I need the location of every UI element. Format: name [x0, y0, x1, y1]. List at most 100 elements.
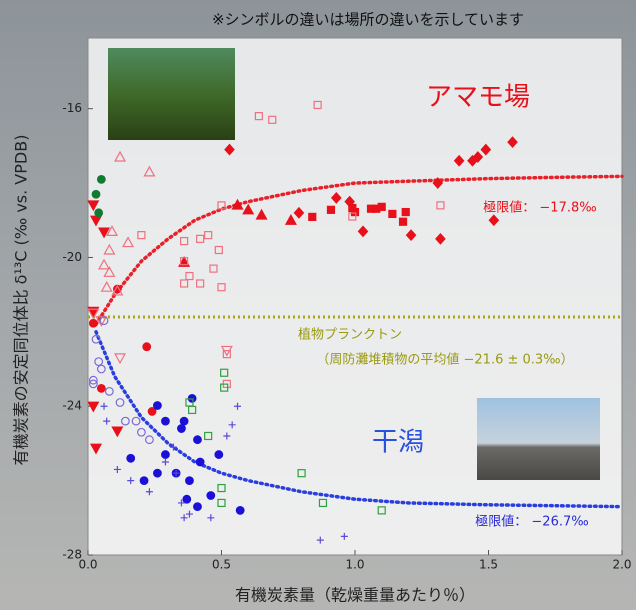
point: [293, 206, 305, 219]
point: [122, 236, 135, 248]
point: [220, 345, 233, 357]
point: [131, 416, 141, 426]
point: [436, 201, 445, 210]
point: [100, 402, 108, 410]
point: [103, 266, 116, 277]
point: [161, 450, 170, 459]
point: [217, 498, 226, 508]
point: [207, 514, 215, 522]
point: [153, 401, 162, 410]
plot: -28 -24 -20 -16 0.0 0.5 1.0 1.5 2.0: [62, 100, 632, 572]
point: [308, 212, 317, 222]
point: [96, 364, 106, 374]
tidal-flat-photo: [477, 398, 600, 480]
point: [111, 284, 124, 296]
point: [235, 505, 245, 515]
point: [185, 510, 193, 518]
point: [268, 115, 277, 124]
point: [89, 443, 103, 455]
point: [136, 427, 146, 437]
point: [145, 488, 153, 496]
point: [204, 431, 213, 441]
point: [220, 368, 229, 377]
point: [193, 502, 202, 512]
point: [231, 198, 244, 210]
point: [98, 258, 111, 270]
point: [398, 217, 408, 226]
plankton-detail: （周防灘堆積物の平均値 −21.6 ± 0.3‰）: [316, 352, 573, 368]
point: [357, 225, 369, 238]
point: [95, 316, 108, 327]
y-axis-label: 有機炭素の安定同位体比 δ¹³C (‰ vs. VPDB): [12, 135, 31, 466]
y-tick-label: -20: [62, 250, 82, 264]
point: [297, 469, 306, 478]
point: [435, 232, 446, 245]
point: [472, 151, 484, 163]
point: [326, 205, 336, 214]
point: [142, 342, 152, 352]
point: [88, 318, 98, 328]
point: [87, 401, 100, 413]
fit-curve: [94, 174, 624, 327]
point: [180, 236, 189, 246]
point: [106, 225, 119, 237]
flat-limit: 極限値： −26.7‰: [475, 514, 588, 530]
point: [217, 201, 226, 210]
point: [206, 491, 216, 500]
point: [254, 112, 263, 121]
point: [126, 453, 136, 463]
point: [94, 208, 104, 218]
point: [87, 308, 100, 320]
point: [196, 279, 205, 288]
point: [91, 189, 101, 199]
point: [188, 405, 197, 415]
point: [177, 499, 185, 507]
point: [120, 416, 130, 426]
point: [143, 165, 156, 177]
point: [401, 207, 410, 217]
point: [217, 283, 226, 292]
point: [222, 350, 231, 359]
point: [169, 443, 177, 451]
y-tick-label: -24: [62, 399, 82, 413]
seagrass-label: アマモ場: [426, 83, 530, 113]
seagrass-photo: [108, 48, 235, 140]
point: [224, 143, 235, 156]
point: [185, 271, 194, 281]
x-axis-label: 有機炭素量（乾燥重量あたり％）: [235, 586, 475, 605]
point: [284, 214, 297, 225]
point: [161, 416, 170, 426]
point: [185, 476, 194, 486]
x-tick-label: 1.0: [345, 558, 364, 572]
point: [103, 243, 116, 255]
x-tick-label: 0.0: [78, 558, 97, 572]
point: [377, 506, 386, 515]
point: [331, 192, 342, 204]
point: [100, 280, 113, 292]
point: [99, 316, 109, 326]
point: [137, 231, 146, 240]
point: [255, 208, 268, 220]
point: [88, 375, 98, 385]
point: [94, 357, 104, 366]
point: [507, 136, 518, 149]
point: [453, 154, 465, 167]
point: [214, 245, 223, 255]
y-tick-label: -28: [62, 548, 82, 562]
point: [350, 207, 360, 217]
point: [147, 407, 157, 416]
point: [488, 214, 500, 227]
point: [161, 458, 169, 466]
point: [180, 257, 189, 266]
point: [114, 150, 127, 162]
point: [209, 264, 218, 273]
point: [377, 202, 386, 211]
fit-curve: [94, 330, 624, 509]
point: [182, 494, 192, 504]
point: [432, 177, 444, 189]
point: [139, 476, 149, 486]
point: [214, 450, 224, 459]
point: [104, 386, 114, 396]
point: [217, 483, 226, 493]
point: [96, 174, 106, 184]
